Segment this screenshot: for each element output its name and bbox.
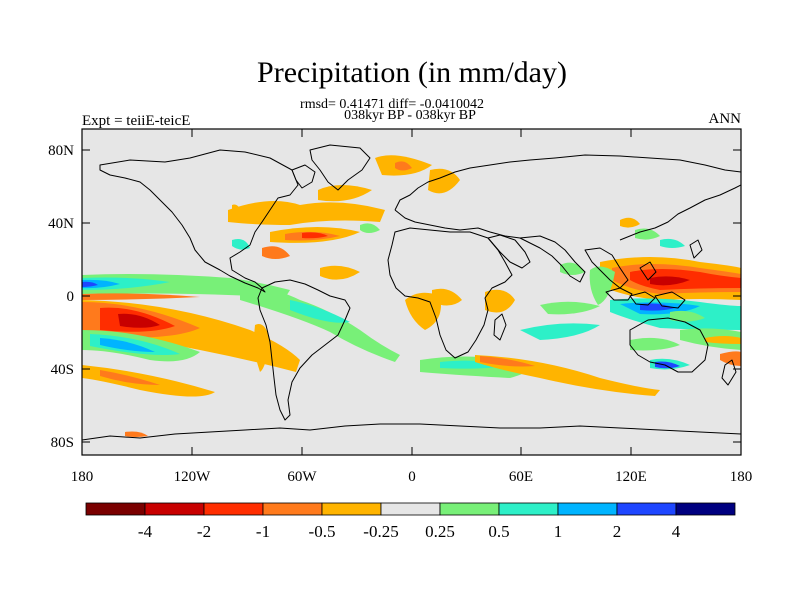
colorbar-label: -1 [256,522,270,541]
figure-title: Precipitation (in mm/day) [257,56,567,89]
colorbar-label: 4 [672,522,681,541]
colorbar-swatch [203,502,264,516]
colorbar-swatch [675,502,736,516]
x-tick-label: 180 [71,469,94,485]
colorbar-swatch [557,502,618,516]
colorbar-label: -2 [197,522,211,541]
colorbar-label: -4 [138,522,153,541]
coastlines [82,144,741,441]
colorbar-swatch [85,502,146,516]
y-tick-label: 80N [48,143,74,159]
period-line: 038kyr BP - 038kyr BP [344,108,476,123]
colorbar-labels: -4 -2 -1 -0.5 -0.25 0.25 0.5 1 2 4 [138,522,681,541]
colorbar-swatch [321,502,382,516]
colorbar-swatch [616,502,677,516]
colorbar-swatch [498,502,559,516]
colorbar-swatch [380,502,441,516]
colorbar-label: -0.5 [309,522,336,541]
x-tick-label: 120E [615,469,647,485]
y-tick-label: 0 [67,289,75,305]
colorbar-swatch [439,502,500,516]
y-tick-label: 80S [51,435,74,451]
colorbar-label: 1 [554,522,563,541]
x-tick-label: 60W [287,469,317,485]
x-tick-label: 0 [408,469,416,485]
x-tick-label: 60E [509,469,533,485]
x-tick-label: 120W [174,469,212,485]
y-tick-label: 40S [51,362,74,378]
colorbar [85,502,736,516]
colorbar-label: 2 [613,522,622,541]
season-label: ANN [709,111,742,127]
axis-ticks [82,129,741,455]
colorbar-swatch [144,502,205,516]
precip-anomaly-field [82,155,741,437]
experiment-label: Expt = teiiE-teicE [82,113,190,129]
x-tick-label: 180 [730,469,753,485]
y-tick-label: 40N [48,216,74,232]
colorbar-swatch [262,502,323,516]
colorbar-label: -0.25 [363,522,398,541]
colorbar-label: 0.25 [425,522,455,541]
colorbar-label: 0.5 [488,522,509,541]
stats-line: rmsd= 0.41471 diff= -0.0410042 [300,97,484,112]
